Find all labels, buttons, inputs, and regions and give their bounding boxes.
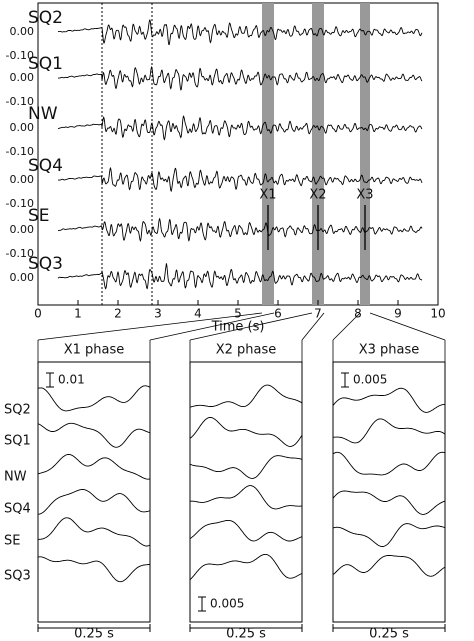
y-tick-label: -0.10	[6, 95, 34, 108]
phase-band	[262, 3, 274, 305]
trace-label: SQ2	[28, 8, 63, 28]
scale-label: 0.01	[58, 373, 85, 387]
connector	[149, 312, 275, 341]
trace-label: SQ3	[28, 254, 63, 274]
y-tick-label: -0.10	[6, 145, 34, 158]
panel-waveform	[332, 418, 446, 444]
connector	[37, 312, 263, 341]
panel-waveform	[189, 416, 303, 447]
y-tick-label: 0.00	[10, 71, 35, 84]
y-tick-label: -0.10	[6, 49, 34, 62]
panel-waveform	[332, 387, 446, 413]
panel-waveform	[37, 385, 151, 412]
waveform	[58, 166, 423, 193]
x-tick-label: 2	[114, 307, 122, 321]
waveform	[58, 217, 423, 243]
panel-waveform	[189, 485, 303, 510]
x-tick-label: 7	[314, 307, 322, 321]
panel-waveform	[37, 454, 151, 480]
waveform	[57, 65, 423, 91]
trace-label: SQ1	[28, 54, 63, 74]
y-tick-label: 0.00	[10, 173, 35, 186]
phase-label: X3	[356, 188, 373, 203]
row-label: NW	[4, 470, 27, 485]
connector	[369, 312, 446, 341]
scale-label: 0.005	[353, 373, 387, 387]
row-label: SQ3	[4, 569, 31, 584]
x-tick-label: 10	[430, 307, 445, 321]
panel-waveform	[332, 555, 446, 577]
panel-frame	[332, 361, 446, 623]
duration-label: 0.25 s	[74, 627, 114, 641]
row-label: SQ1	[4, 434, 31, 449]
waveform	[57, 115, 423, 141]
panel-waveform	[332, 523, 446, 547]
panel-waveform	[38, 489, 151, 515]
panel-frame	[37, 361, 151, 623]
phase-band	[312, 3, 324, 305]
panel-title: X2 phase	[216, 343, 277, 358]
trace-label: SQ4	[28, 156, 63, 176]
panel-waveform	[189, 553, 303, 581]
panel-frame	[189, 361, 303, 623]
phase-label: X1	[259, 188, 276, 203]
row-label: SQ4	[4, 502, 31, 517]
y-tick-label: 0.00	[10, 223, 35, 236]
panel-waveform	[37, 517, 151, 547]
y-tick-label: -0.10	[6, 247, 34, 260]
duration-label: 0.25 s	[369, 627, 409, 641]
connector	[301, 312, 325, 341]
panel-waveform	[332, 451, 446, 476]
trace-label: NW	[28, 104, 58, 124]
y-tick-label: 0.00	[10, 271, 35, 284]
row-label: SE	[4, 534, 20, 549]
y-tick-label: -0.10	[6, 197, 34, 210]
panel-title: X1 phase	[64, 343, 125, 358]
x-tick-label: 9	[394, 307, 402, 321]
x-tick-label: 4	[194, 307, 202, 321]
x-tick-label: 6	[274, 307, 282, 321]
row-label: SQ2	[4, 403, 31, 418]
x-tick-label: 3	[154, 307, 162, 321]
panel-waveform	[332, 490, 446, 515]
top-frame	[37, 2, 439, 306]
scale-label: 0.005	[210, 597, 244, 611]
panel-waveform	[189, 384, 303, 408]
y-tick-label: 0.00	[10, 25, 35, 38]
connector	[189, 312, 313, 341]
connector	[332, 312, 361, 341]
trace-label: SE	[28, 206, 50, 226]
panel-waveform	[37, 556, 151, 583]
duration-label: 0.25 s	[226, 627, 266, 641]
x-tick-label: 5	[234, 307, 242, 321]
x-tick-label: 1	[74, 307, 82, 321]
phase-band	[360, 3, 370, 305]
panel-waveform	[189, 519, 303, 542]
x-tick-label: 8	[354, 307, 362, 321]
y-tick-label: 0.00	[10, 121, 35, 134]
waveform	[57, 263, 423, 290]
panel-title: X3 phase	[359, 343, 420, 358]
phase-label: X2	[309, 188, 326, 203]
panel-waveform	[37, 422, 151, 448]
x-axis-label: Time (s)	[211, 320, 265, 335]
waveform	[57, 19, 423, 46]
x-tick-label: 0	[34, 307, 42, 321]
panel-waveform	[189, 455, 303, 479]
